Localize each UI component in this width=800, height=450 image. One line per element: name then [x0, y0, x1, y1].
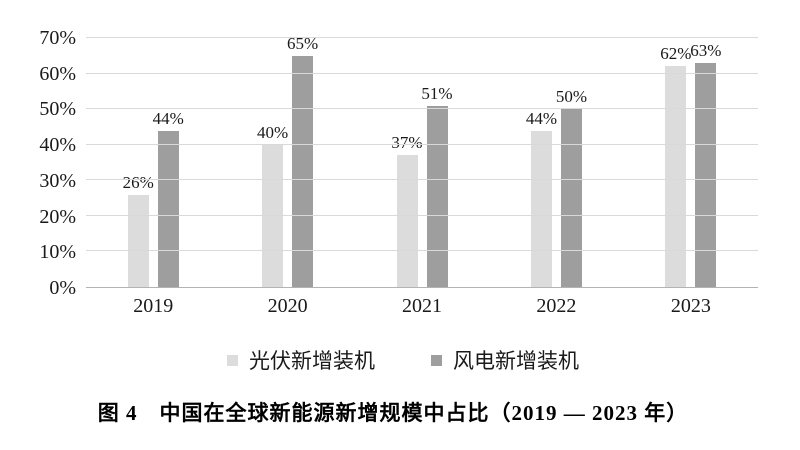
- bar-value-label: 44%: [525, 108, 558, 128]
- bar-group-2021: 37% 51%: [355, 38, 489, 287]
- figure-caption: 图 4 中国在全球新能源新增规模中占比（2019 — 2023 年）: [97, 401, 689, 425]
- bar-value-label: 50%: [555, 87, 588, 107]
- bar-value-label: 44%: [152, 108, 184, 128]
- bar-column-wind-2019: 44%: [153, 38, 184, 287]
- gridline: [86, 72, 758, 74]
- bar-value-label: 26%: [122, 172, 154, 192]
- bar-column-wind-2021: 51%: [421, 38, 453, 287]
- bar-group-2023: 62% 63%: [624, 38, 758, 287]
- bar-value-label: 37%: [391, 133, 423, 153]
- gridline: [86, 179, 758, 181]
- bar-wind-2019: [157, 130, 179, 287]
- y-tick-label: 70%: [39, 27, 76, 49]
- bar-groups-container: 26% 44% 40% 65% 37% 51% 44% 50% 62% 63%: [86, 35, 758, 287]
- x-tick-label-2022: 2022: [536, 295, 577, 317]
- legend-item-wind: 风电新增装机: [431, 345, 579, 375]
- y-tick-label: 60%: [39, 62, 76, 85]
- legend-swatch-pv: [227, 354, 238, 366]
- bar-pv-2021: [396, 155, 418, 287]
- x-axis: 2019 2020 2021 2022 2023: [86, 295, 758, 318]
- gridline: [86, 37, 758, 38]
- y-tick-label: 10%: [39, 241, 76, 264]
- y-axis: 0% 10% 20% 30% 40% 50% 60% 70%: [28, 28, 86, 298]
- bar-column-pv-2022: 44%: [526, 38, 557, 287]
- bar-wind-2022: [560, 109, 582, 287]
- bar-group-2019: 26% 44%: [86, 38, 220, 287]
- gridline: [86, 250, 758, 252]
- bar-wind-2023: [695, 62, 717, 287]
- bar-wind-2021: [426, 105, 448, 287]
- bar-column-wind-2022: 50%: [556, 38, 587, 287]
- bar-group-2022: 44% 50%: [489, 38, 623, 287]
- bar-value-label: 40%: [257, 122, 289, 142]
- bar-pv-2023: [665, 66, 687, 287]
- y-tick-label: 40%: [39, 134, 76, 157]
- gridline: [86, 143, 758, 145]
- bar-column-pv-2023: 62%: [660, 38, 691, 287]
- x-tick-label-2023: 2023: [670, 295, 711, 317]
- bar-pv-2020: [262, 144, 284, 287]
- plot-area: 26% 44% 40% 65% 37% 51% 44% 50% 62% 63%: [86, 35, 758, 288]
- y-tick-label: 30%: [39, 169, 76, 192]
- bar-value-label: 65%: [287, 33, 319, 53]
- x-tick-label-2020: 2020: [267, 295, 308, 317]
- legend-label-wind: 风电新增装机: [453, 349, 579, 373]
- bar-value-label: 51%: [421, 83, 453, 103]
- gridline: [86, 108, 758, 110]
- y-tick-label: 20%: [39, 205, 76, 228]
- bar-value-label: 62%: [660, 44, 692, 64]
- bar-column-pv-2021: 37%: [391, 38, 423, 287]
- bar-value-label: 63%: [690, 40, 722, 60]
- bar-pv-2022: [530, 130, 552, 287]
- gridline: [86, 214, 758, 216]
- x-tick-label-2019: 2019: [133, 295, 174, 317]
- bar-pv-2019: [127, 194, 149, 287]
- bar-column-wind-2020: 65%: [287, 35, 318, 287]
- legend: 光伏新增装机 风电新增装机: [48, 345, 758, 375]
- bar-wind-2020: [292, 55, 314, 287]
- bar-chart: 0% 10% 20% 30% 40% 50% 60% 70% 26% 44% 40% 65% 37% 5…: [28, 28, 758, 427]
- legend-item-pv: 光伏新增装机: [227, 345, 375, 375]
- bar-column-pv-2019: 26%: [123, 38, 154, 287]
- x-tick-label-2021: 2021: [402, 295, 443, 317]
- bar-column-wind-2023: 63%: [690, 38, 721, 287]
- chart-plot-row: 0% 10% 20% 30% 40% 50% 60% 70% 26% 44% 40% 65% 37% 5…: [28, 28, 758, 298]
- legend-label-pv: 光伏新增装机: [249, 349, 375, 373]
- y-tick-label: 50%: [39, 98, 76, 121]
- legend-swatch-wind: [431, 354, 442, 366]
- y-tick-label: 0%: [49, 277, 76, 299]
